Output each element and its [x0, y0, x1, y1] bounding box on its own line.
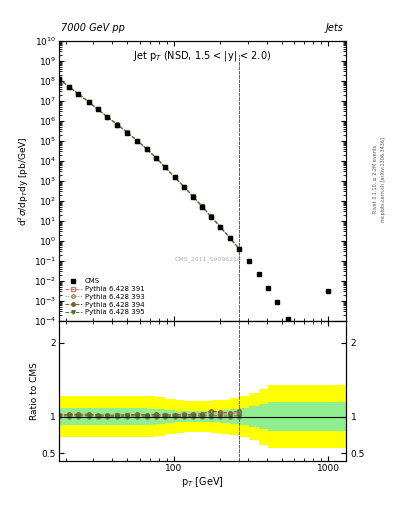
Legend: CMS, Pythia 6.428 391, Pythia 6.428 393, Pythia 6.428 394, Pythia 6.428 395: CMS, Pythia 6.428 391, Pythia 6.428 393,…: [62, 276, 147, 317]
Y-axis label: d$^{2}\sigma$/dp$_{T}$dy [pb/GeV]: d$^{2}\sigma$/dp$_{T}$dy [pb/GeV]: [17, 136, 31, 226]
Text: Jets: Jets: [326, 23, 344, 33]
Text: mcplots.cern.ch [arXiv:1306.3436]: mcplots.cern.ch [arXiv:1306.3436]: [381, 137, 386, 222]
Text: Rivet 3.1.10, ≥ 2.2M events: Rivet 3.1.10, ≥ 2.2M events: [373, 145, 378, 214]
Text: CMS_2011_S9096218: CMS_2011_S9096218: [175, 257, 242, 262]
Y-axis label: Ratio to CMS: Ratio to CMS: [30, 362, 39, 420]
Text: Jet p$_{T}$ (NSD, 1.5 < |y| < 2.0): Jet p$_{T}$ (NSD, 1.5 < |y| < 2.0): [133, 49, 272, 63]
Text: 7000 GeV pp: 7000 GeV pp: [61, 23, 125, 33]
X-axis label: p$_{T}$ [GeV]: p$_{T}$ [GeV]: [181, 475, 224, 489]
